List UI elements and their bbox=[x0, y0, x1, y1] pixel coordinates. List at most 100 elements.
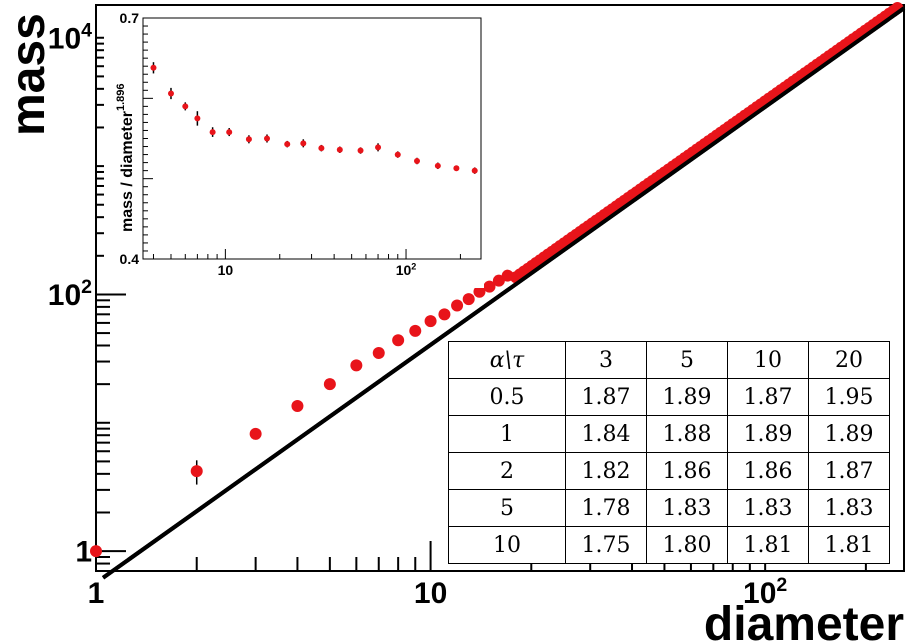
inset-background bbox=[104, 10, 484, 288]
data-point bbox=[264, 135, 271, 142]
data-point bbox=[375, 144, 382, 151]
table-cell: 1.89 bbox=[646, 378, 728, 416]
data-point bbox=[291, 400, 304, 413]
table-header-cell: 10 bbox=[727, 341, 809, 379]
table-cell: 1.83 bbox=[808, 489, 890, 527]
data-point bbox=[90, 545, 102, 558]
table-cell: 1.86 bbox=[646, 452, 728, 490]
x-tick-label: 102 bbox=[396, 261, 417, 278]
x-tick-label: 102 bbox=[743, 574, 787, 610]
y-tick-label: 104 bbox=[48, 19, 92, 55]
table-row-label: 10 bbox=[448, 526, 566, 564]
table-header-cell: 5 bbox=[646, 341, 728, 379]
table-cell: 1.87 bbox=[808, 452, 890, 490]
data-point bbox=[300, 140, 307, 147]
data-point bbox=[372, 346, 385, 359]
x-tick-label-base: 10 bbox=[414, 577, 447, 610]
data-point bbox=[226, 129, 233, 136]
data-point bbox=[462, 293, 475, 306]
x-tick-label-base: 10 bbox=[218, 262, 234, 278]
data-point bbox=[182, 103, 189, 110]
y-tick-label-base: 10 bbox=[48, 22, 81, 55]
y-tick-label-base: 1 bbox=[75, 536, 92, 569]
data-point bbox=[350, 359, 363, 372]
data-point bbox=[336, 146, 343, 153]
data-point bbox=[209, 129, 216, 136]
y-tick-label-base: 10 bbox=[48, 279, 81, 312]
table-row: 0.5 1.87 1.89 1.87 1.95 bbox=[448, 378, 890, 416]
data-point bbox=[150, 64, 157, 71]
y-tick-label: 0.4 bbox=[120, 251, 140, 267]
x-tick-label: 1 bbox=[88, 577, 105, 610]
x-tick-label-exponent: 2 bbox=[776, 574, 787, 596]
inset-y-axis-title-sup: 1.896 bbox=[115, 84, 127, 112]
data-point bbox=[245, 136, 252, 143]
main-marks bbox=[90, 1, 906, 580]
table-cell: 1.87 bbox=[565, 378, 647, 416]
table-cell: 1.83 bbox=[646, 489, 728, 527]
data-point bbox=[394, 151, 401, 158]
table-cell: 1.81 bbox=[727, 526, 809, 564]
table-cell: 1.89 bbox=[727, 415, 809, 453]
table-cell: 1.81 bbox=[808, 526, 890, 564]
table-row-label: 2 bbox=[448, 452, 566, 490]
x-tick-label: 10 bbox=[414, 577, 447, 610]
data-point bbox=[190, 465, 203, 478]
data-point bbox=[451, 299, 464, 312]
x-tick-label-exponent: 2 bbox=[411, 261, 416, 271]
data-point bbox=[453, 165, 460, 172]
y-tick-label-exponent: 2 bbox=[81, 276, 92, 298]
table-cell: 1.78 bbox=[565, 489, 647, 527]
table-cell: 1.88 bbox=[646, 415, 728, 453]
table-row: 5 1.78 1.83 1.83 1.83 bbox=[448, 489, 890, 527]
inset-y-axis-title: mass / diameter1.896 bbox=[115, 84, 136, 232]
inset-ticks bbox=[143, 17, 461, 260]
inset-marks bbox=[150, 62, 478, 174]
main-plot-frame bbox=[95, 4, 905, 572]
table-row: 2 1.82 1.86 1.86 1.87 bbox=[448, 452, 890, 490]
data-point bbox=[392, 334, 405, 347]
table-row-label: 0.5 bbox=[448, 378, 566, 416]
table-header-cell: 3 bbox=[565, 341, 647, 379]
table-cell: 1.83 bbox=[727, 489, 809, 527]
table-row: 10 1.75 1.80 1.81 1.81 bbox=[448, 526, 890, 564]
data-point bbox=[357, 147, 364, 154]
data-point bbox=[167, 90, 174, 97]
data-point bbox=[284, 141, 291, 148]
x-tick-label-base: 10 bbox=[743, 577, 776, 610]
x-tick-label-base: 10 bbox=[396, 262, 412, 278]
data-point bbox=[249, 427, 262, 440]
data-point bbox=[473, 285, 486, 298]
table-cell: 1.75 bbox=[565, 526, 647, 564]
data-point bbox=[434, 162, 441, 169]
y-tick-label-base: 0.4 bbox=[120, 251, 140, 267]
table-header-row: α\τ 3 5 10 20 bbox=[448, 341, 890, 379]
table-row-label: 5 bbox=[448, 489, 566, 527]
data-point bbox=[483, 280, 496, 293]
data-point bbox=[438, 308, 451, 321]
data-point bbox=[194, 115, 201, 122]
table-cell: 1.86 bbox=[727, 452, 809, 490]
inset-y-axis-title-main: mass / diameter bbox=[119, 111, 136, 232]
data-point bbox=[409, 324, 422, 337]
y-axis-title: mass bbox=[2, 13, 55, 136]
table-cell: 1.95 bbox=[808, 378, 890, 416]
data-point bbox=[424, 315, 437, 328]
table-cell: 1.84 bbox=[565, 415, 647, 453]
table-row-label: 1 bbox=[448, 415, 566, 453]
parameter-table: α\τ 3 5 10 20 0.5 1.87 1.89 1.87 1.95 1 … bbox=[448, 341, 890, 564]
x-axis-title: diameter bbox=[704, 598, 904, 643]
table-cell: 1.82 bbox=[565, 452, 647, 490]
table-header-corner: α\τ bbox=[448, 341, 566, 379]
table-cell: 1.87 bbox=[727, 378, 809, 416]
y-tick-label-exponent: 4 bbox=[81, 19, 92, 41]
data-point bbox=[471, 167, 478, 174]
y-tick-label: 102 bbox=[48, 276, 92, 312]
table-header-cell: 20 bbox=[808, 341, 890, 379]
y-tick-label: 1 bbox=[75, 536, 92, 569]
data-point bbox=[492, 274, 505, 287]
table-cell: 1.89 bbox=[808, 415, 890, 453]
